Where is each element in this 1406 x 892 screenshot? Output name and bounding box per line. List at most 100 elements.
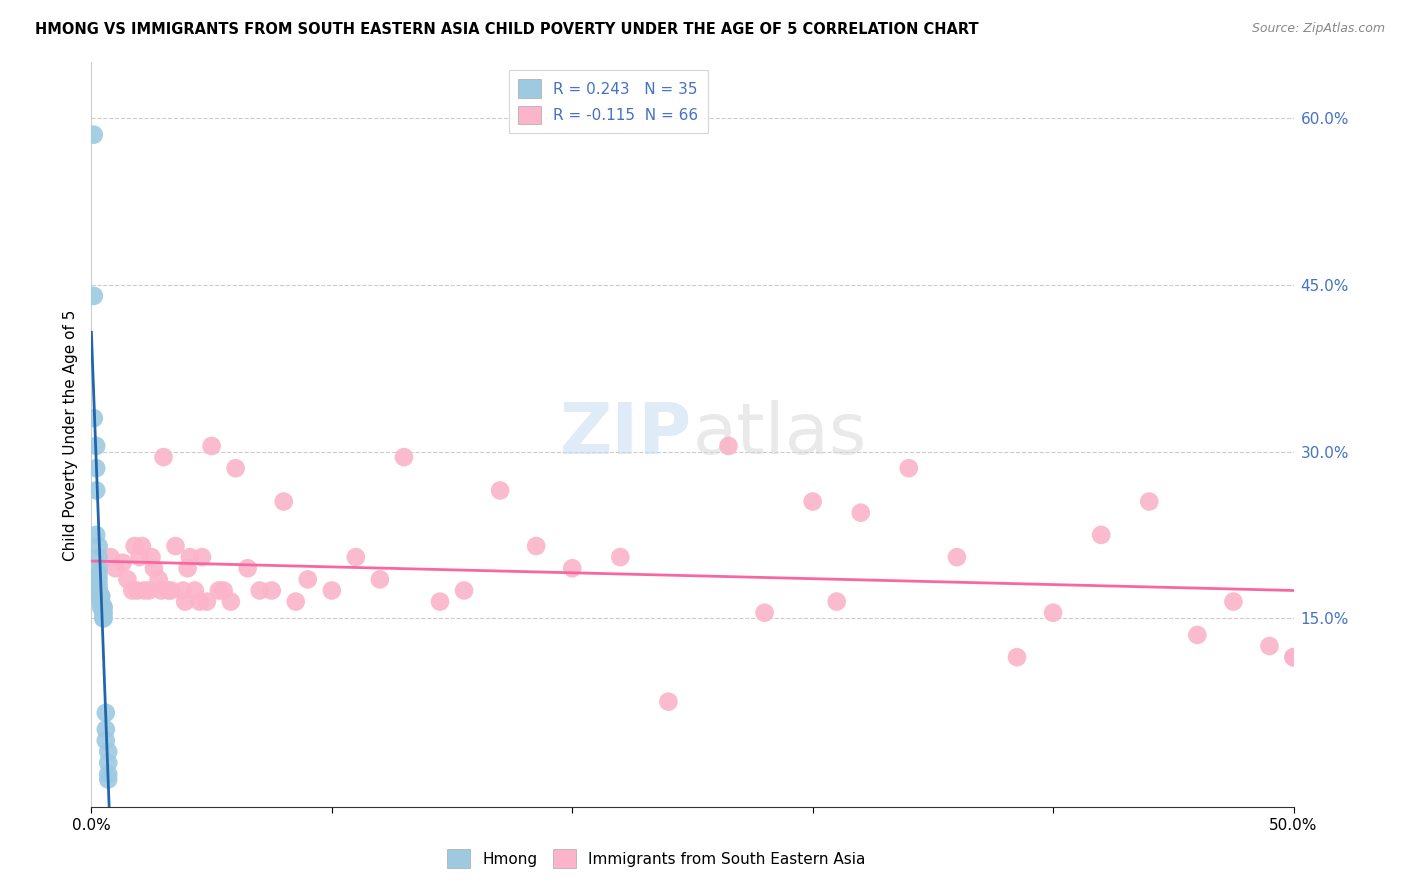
Point [128,550,150,565]
Point [609,550,631,565]
Point [84,528,107,542]
Point [297,573,319,587]
Point [284,594,307,608]
Point [368,573,391,587]
Point [87,561,110,575]
Point [184,583,207,598]
Point [125,583,148,598]
Point [117,573,139,587]
Point [90,589,112,603]
Point [87,589,110,603]
Point [1222,594,1244,608]
Point [225,461,247,475]
Point [897,461,920,475]
Point [212,583,235,598]
Point [134,583,156,598]
Point [87,539,110,553]
Point [849,506,872,520]
Text: atlas: atlas [692,401,868,469]
Point [344,550,367,565]
Point [93,611,115,625]
Point [1282,650,1305,665]
Point [148,573,170,587]
Point [93,606,115,620]
Point [97,767,120,781]
Point [97,772,120,787]
Point [172,583,194,598]
Point [321,583,343,598]
Point [195,594,218,608]
Point [83,289,105,303]
Point [93,606,115,620]
Point [141,550,163,565]
Point [717,439,740,453]
Point [90,589,112,603]
Point [1005,650,1028,665]
Point [208,583,231,598]
Point [179,550,201,565]
Point [524,539,547,553]
Point [657,695,679,709]
Point [1042,606,1064,620]
Text: Source: ZipAtlas.com: Source: ZipAtlas.com [1251,22,1385,36]
Point [97,745,120,759]
Point [489,483,512,498]
Point [93,600,115,615]
Point [201,439,224,453]
Point [1258,639,1281,653]
Point [111,556,134,570]
Point [87,583,110,598]
Point [90,589,112,603]
Point [174,594,197,608]
Point [219,594,242,608]
Point [84,461,107,475]
Y-axis label: Child Poverty Under the Age of 5: Child Poverty Under the Age of 5 [62,310,77,560]
Point [165,539,187,553]
Point [87,578,110,592]
Point [157,583,180,598]
Point [87,573,110,587]
Text: ZIP: ZIP [560,401,692,469]
Legend: Hmong, Immigrants from South Eastern Asia: Hmong, Immigrants from South Eastern Asi… [441,843,872,874]
Point [150,583,173,598]
Point [83,411,105,425]
Point [453,583,475,598]
Point [152,450,174,464]
Point [260,583,283,598]
Point [90,600,112,615]
Text: HMONG VS IMMIGRANTS FROM SOUTH EASTERN ASIA CHILD POVERTY UNDER THE AGE OF 5 COR: HMONG VS IMMIGRANTS FROM SOUTH EASTERN A… [35,22,979,37]
Point [1090,528,1112,542]
Point [191,550,214,565]
Point [87,566,110,581]
Point [87,583,110,598]
Point [87,583,110,598]
Point [93,600,115,615]
Point [100,550,122,565]
Point [138,583,160,598]
Point [142,561,165,575]
Point [801,494,824,508]
Point [84,439,107,453]
Point [97,756,120,770]
Point [249,583,271,598]
Point [1137,494,1160,508]
Point [93,611,115,625]
Point [94,723,117,737]
Point [1187,628,1209,642]
Point [236,561,259,575]
Point [121,583,143,598]
Point [1282,650,1305,665]
Point [84,483,107,498]
Point [754,606,776,620]
Point [94,706,117,720]
Point [561,561,583,575]
Point [825,594,848,608]
Point [188,594,211,608]
Point [94,733,117,747]
Point [946,550,969,565]
Point [104,561,127,575]
Point [90,594,112,608]
Point [83,128,105,142]
Point [159,583,181,598]
Point [176,561,198,575]
